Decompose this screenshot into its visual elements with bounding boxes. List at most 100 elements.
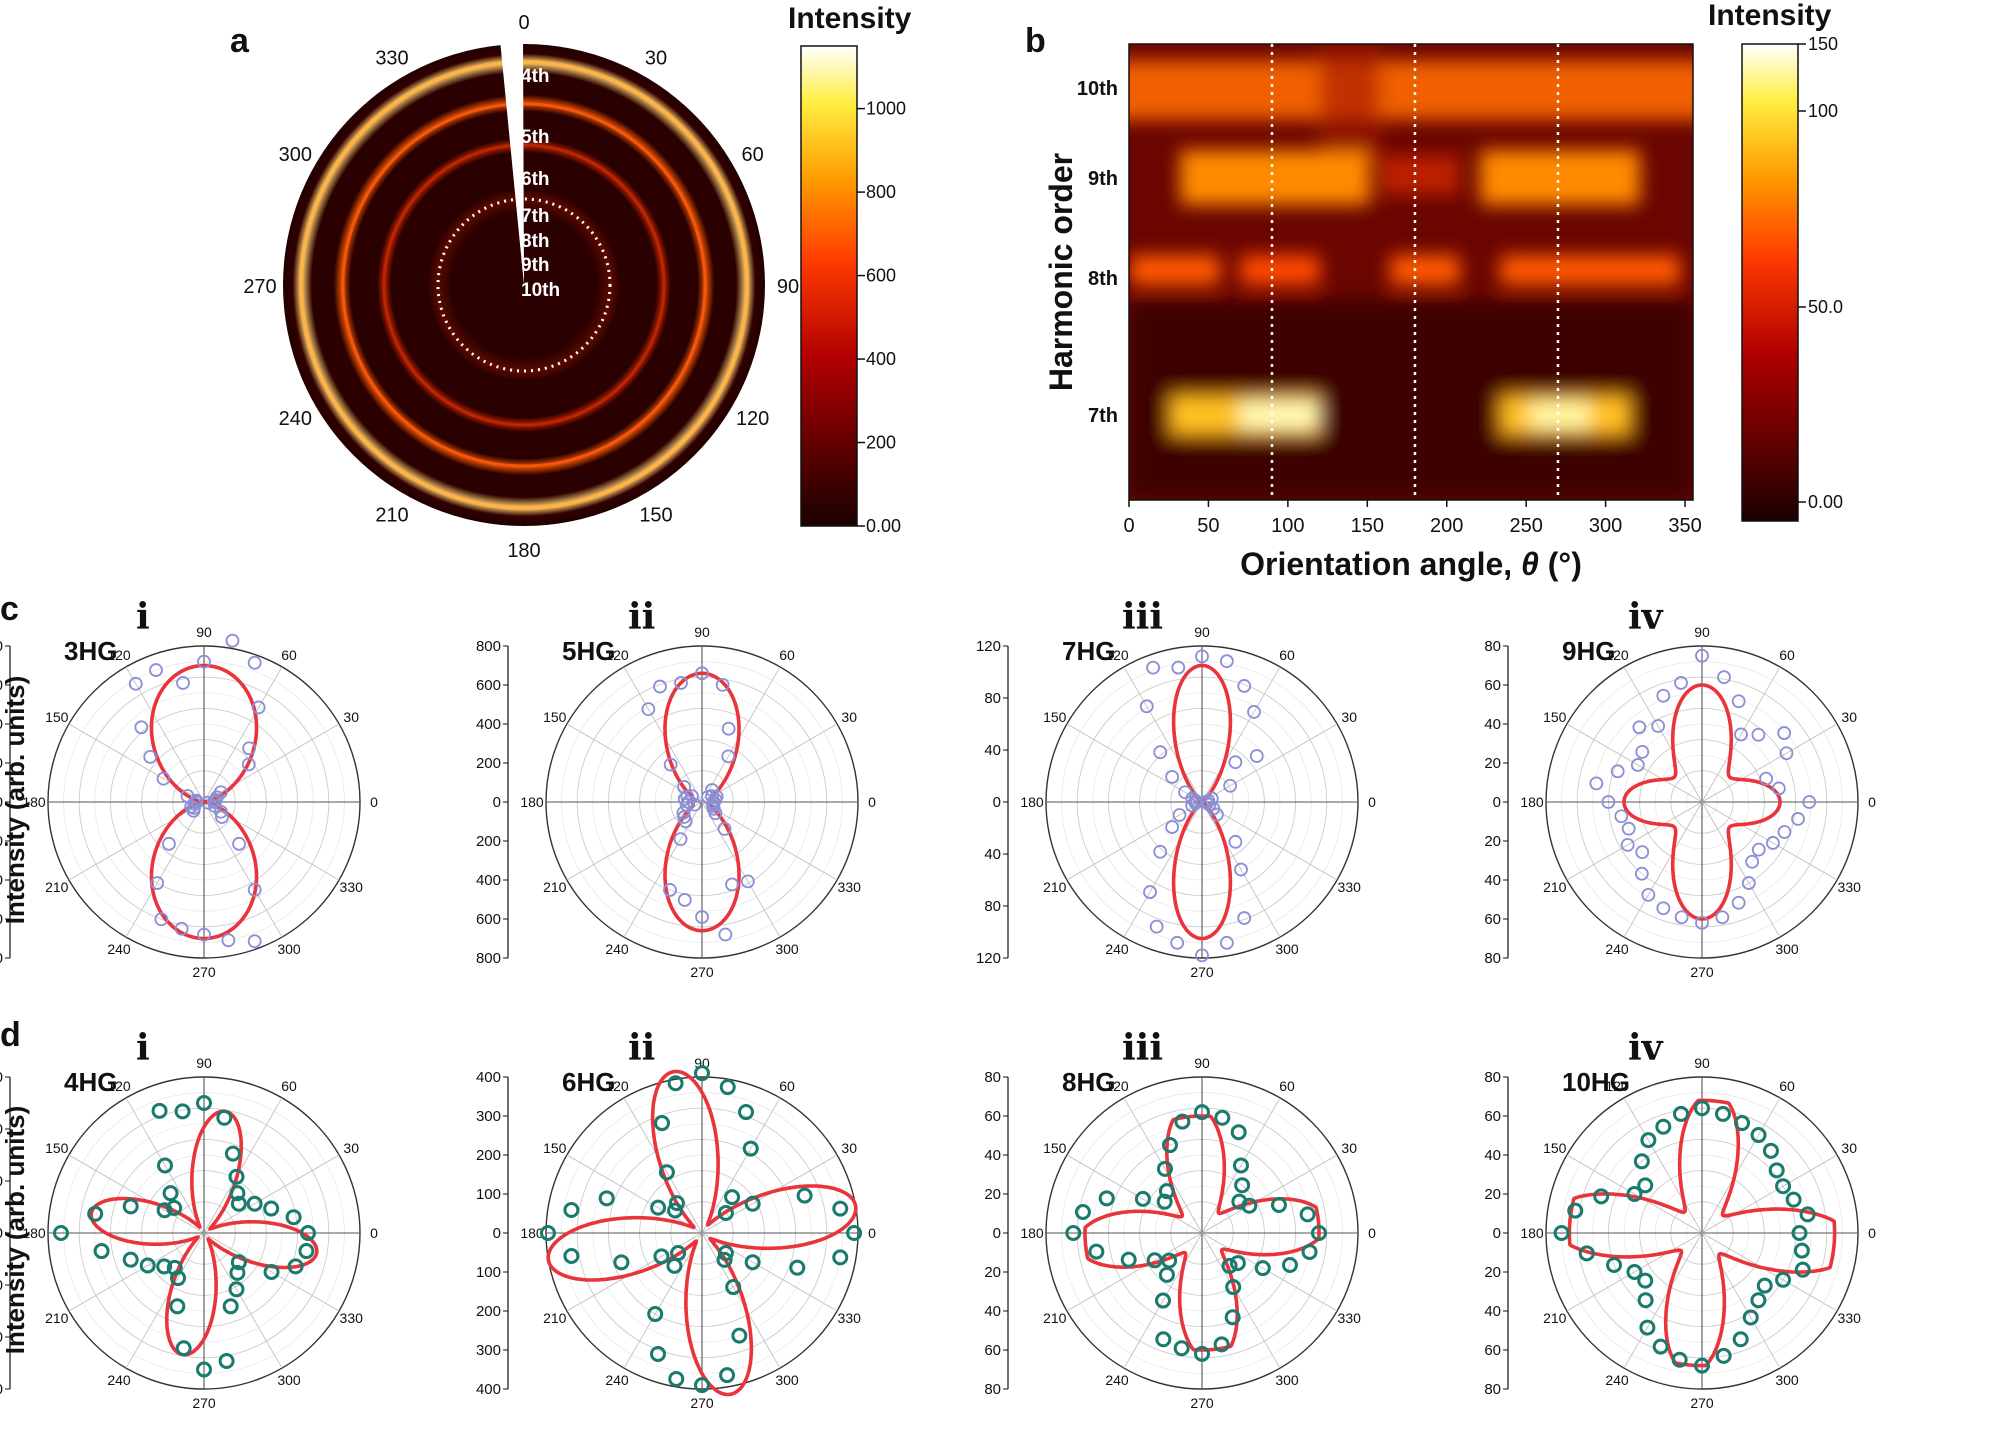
grid-spoke [623, 1232, 703, 1369]
grid-spoke [203, 801, 283, 938]
data-point [740, 874, 755, 889]
angle-tick-240: 240 [605, 941, 629, 957]
grid-spoke [701, 801, 781, 938]
angle-tick-240: 240 [107, 1372, 131, 1388]
radial-tick-label: 0 [993, 1225, 1001, 1242]
data-point [832, 1200, 849, 1217]
grid-spoke [1623, 666, 1703, 803]
ring-label-7th: 7th [521, 206, 550, 227]
data-point [649, 1345, 666, 1362]
data-point [1173, 1340, 1190, 1357]
data-point [229, 1185, 246, 1202]
data-point [1751, 842, 1766, 857]
data-point [1655, 1118, 1672, 1135]
data-point [718, 927, 733, 942]
data-point [1671, 1351, 1688, 1368]
grid-spoke [203, 1232, 283, 1369]
band-8th-a [1130, 255, 1220, 285]
angle-tick-240: 240 [107, 941, 131, 957]
data-point [225, 633, 240, 648]
data-point [149, 663, 163, 677]
angle-tick-240: 240 [605, 1372, 629, 1388]
grid-spoke [1066, 801, 1203, 881]
radial-tick-label: 40 [1484, 872, 1501, 889]
data-point [744, 1254, 761, 1271]
radial-tick-label: 20000 [0, 872, 3, 889]
data-point [563, 1248, 580, 1265]
data-point [725, 877, 739, 892]
angle-tick-330: 330 [1838, 879, 1862, 895]
data-point [1098, 1190, 1115, 1207]
angle-tick-210: 210 [1043, 879, 1067, 895]
angle-tick-30: 30 [841, 709, 857, 725]
polar-d-i: i 4HG 0 30 60 90 120 150 180 210 240 270 300 330 0 400 4… [0, 1027, 378, 1411]
data-point [156, 1202, 173, 1219]
radial-tick-label: 80 [984, 898, 1001, 915]
data-point [229, 1264, 246, 1281]
radial-tick-label: 80 [1484, 638, 1501, 655]
angle-tick-300: 300 [277, 941, 301, 957]
data-point [832, 1249, 849, 1266]
x-tick-label-300: 300 [1589, 515, 1622, 537]
data-point [1641, 887, 1656, 902]
data-point [1777, 726, 1792, 740]
data-point [1791, 1225, 1808, 1241]
angle-tick-60: 60 [779, 1078, 795, 1094]
ring-glow-5th [382, 143, 666, 427]
grid-spoke [623, 801, 703, 938]
angle-tick-300: 300 [775, 941, 799, 957]
data-point [1214, 1109, 1231, 1126]
radial-tick-label: 800 [476, 638, 501, 655]
angle-tick-a-60: 60 [742, 144, 764, 166]
data-point [647, 1306, 664, 1323]
data-point [143, 749, 158, 764]
x-tick-label-250: 250 [1509, 515, 1542, 537]
angle-tick-60: 60 [1279, 1078, 1295, 1094]
angle-tick-180: 180 [1520, 1225, 1544, 1241]
roman-label: ii [628, 1027, 655, 1069]
heatmap-b-xlabel: Orientation angle, θ (°) [1240, 546, 1582, 582]
data-point [1074, 1204, 1091, 1221]
data-point [668, 1370, 685, 1387]
grid-spoke [701, 666, 781, 803]
grid-spoke [1566, 1154, 1703, 1234]
band-9th-mid [1380, 155, 1460, 195]
data-point [1553, 1225, 1570, 1241]
roman-label: i [136, 1027, 150, 1069]
data-point [663, 757, 678, 772]
radial-tick-label: 0 [1493, 1225, 1501, 1242]
data-point [1714, 1105, 1731, 1122]
data-point [1170, 935, 1185, 950]
data-point [796, 1187, 813, 1204]
grid-spoke [1201, 1097, 1281, 1234]
roman-label: iv [1628, 1027, 1664, 1069]
data-point [1229, 1255, 1246, 1272]
data-point [251, 700, 266, 715]
angle-tick-270: 270 [192, 1395, 216, 1411]
data-point [731, 1327, 748, 1344]
heatmap-b-frame [1128, 43, 1694, 501]
data-point [208, 799, 222, 813]
grid-spoke [1566, 723, 1703, 803]
harmonic-label: 8HG [1062, 1067, 1115, 1097]
angle-tick-180: 180 [1020, 794, 1044, 810]
data-point [93, 1243, 110, 1260]
grid-spoke [203, 1097, 283, 1234]
radial-tick-label: 120 [976, 638, 1001, 655]
data-point [674, 676, 688, 690]
angle-tick-a-180: 180 [507, 540, 540, 562]
radial-tick-label: 400 [0, 1173, 3, 1190]
angle-tick-210: 210 [1543, 1310, 1567, 1326]
grid-spoke [1701, 1232, 1781, 1369]
data-point [641, 702, 656, 717]
angle-tick-0: 0 [1868, 794, 1876, 810]
grid-spoke [125, 1232, 205, 1369]
angle-tick-270: 270 [690, 964, 714, 980]
data-point [247, 655, 262, 670]
data-point [139, 1257, 156, 1274]
angle-tick-30: 30 [841, 1140, 857, 1156]
data-point [1234, 862, 1248, 877]
angle-tick-150: 150 [543, 1140, 567, 1156]
grid-spoke [1066, 1154, 1203, 1234]
angle-tick-330: 330 [838, 1310, 862, 1326]
